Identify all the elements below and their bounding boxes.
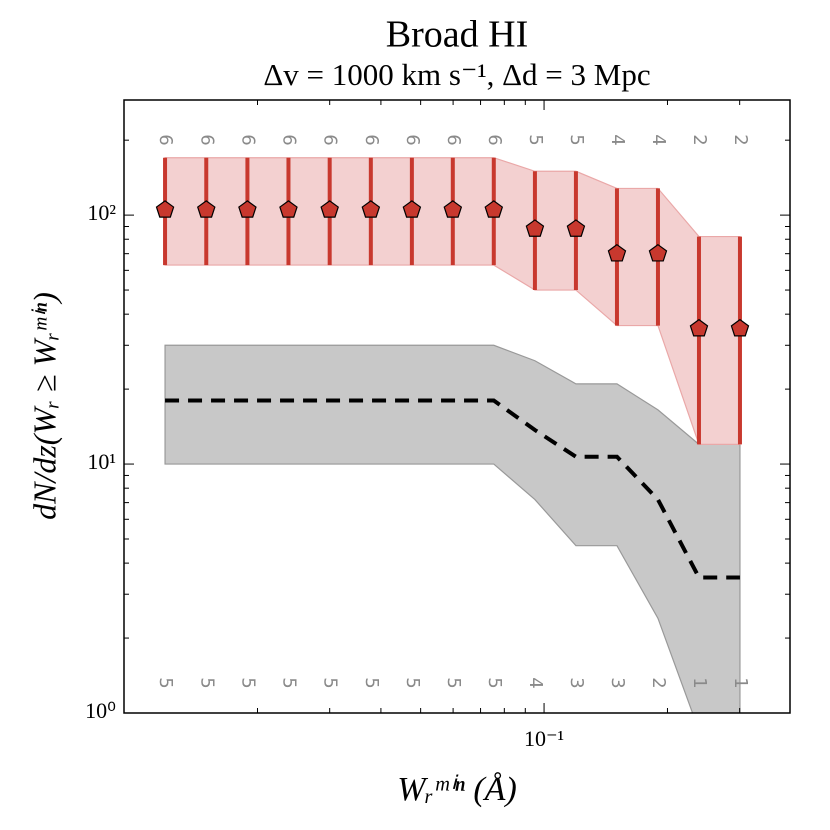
marker: [525, 219, 545, 237]
count-label: 4: [607, 134, 628, 145]
marker: [648, 243, 668, 262]
marker: [730, 318, 750, 337]
count-label: 6: [361, 134, 382, 145]
count-label: 6: [237, 134, 258, 145]
marker: [155, 200, 175, 218]
plot-area: [155, 157, 750, 713]
count-label: 1: [730, 677, 751, 688]
marker: [484, 200, 504, 218]
count-label: 5: [443, 677, 464, 688]
y-tick-label: 10²: [87, 200, 116, 225]
marker: [238, 200, 257, 218]
count-label: 6: [196, 134, 217, 145]
count-label: 5: [155, 677, 176, 688]
marker: [566, 219, 586, 237]
count-label: 6: [402, 134, 423, 145]
count-label: 6: [278, 134, 299, 145]
marker: [443, 200, 463, 218]
count-label: 5: [361, 677, 382, 688]
count-label: 5: [278, 677, 299, 688]
count-label: 6: [155, 134, 176, 145]
count-label: 3: [566, 677, 587, 688]
count-label: 6: [484, 134, 505, 145]
median-line: [165, 398, 740, 580]
y-tick-label: 10¹: [87, 449, 116, 474]
chart-title: Broad HI: [386, 14, 528, 56]
x-axis-label: Wᵣᵐⁱⁿ (Å): [397, 771, 517, 808]
count-label: 5: [237, 677, 258, 688]
count-label: 3: [607, 677, 628, 688]
marker: [197, 200, 216, 218]
error-band: [164, 344, 741, 713]
count-label: 4: [525, 677, 546, 688]
count-label: 2: [730, 134, 751, 145]
count-label: 2: [689, 134, 710, 145]
marker: [607, 243, 627, 262]
count-label: 5: [525, 134, 546, 145]
count-label: 5: [484, 677, 505, 688]
count-label: 4: [648, 134, 669, 145]
x-tick-label: 10⁻¹: [524, 726, 564, 751]
count-label: 2: [648, 677, 669, 688]
count-label: 5: [402, 677, 423, 688]
count-label: 1: [689, 677, 710, 688]
count-label: 6: [443, 134, 464, 145]
marker: [279, 200, 298, 218]
count-label: 5: [566, 134, 587, 145]
count-label: 6: [320, 134, 341, 145]
plot-frame: [123, 99, 791, 714]
count-label: 5: [196, 677, 217, 688]
marker: [402, 200, 422, 218]
marker: [361, 200, 381, 218]
y-axis-label: dN/dz(Wᵣ ≥ Wᵣᵐⁱⁿ): [26, 292, 62, 520]
chart-subtitle: Δv = 1000 km s⁻¹, Δd = 3 Mpc: [263, 57, 650, 92]
marker: [689, 318, 709, 337]
marker: [320, 200, 339, 218]
y-tick-label: 10⁰: [85, 698, 116, 723]
count-label: 5: [320, 677, 341, 688]
